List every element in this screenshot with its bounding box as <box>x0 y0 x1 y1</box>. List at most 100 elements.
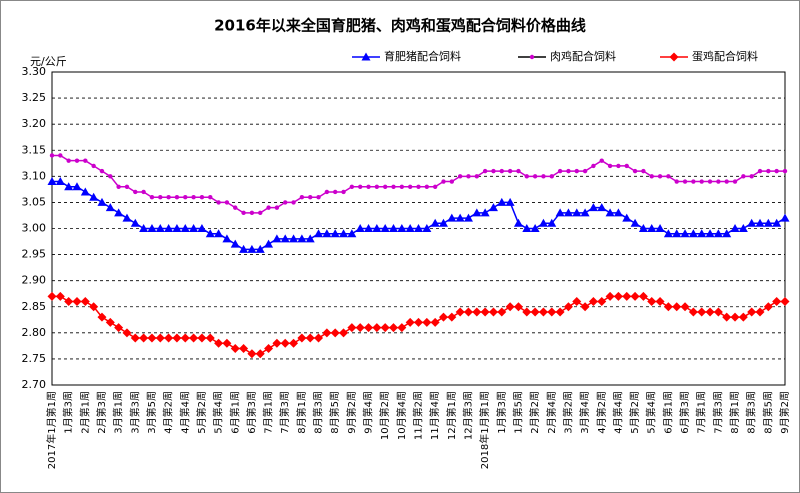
marker <box>66 158 71 163</box>
marker <box>372 323 382 333</box>
marker <box>189 224 199 232</box>
x-tick-label: 12月第3周 <box>461 391 474 440</box>
marker <box>289 338 299 348</box>
marker <box>588 297 598 307</box>
marker <box>64 182 74 191</box>
marker <box>347 229 357 238</box>
x-tick-label: 4月第4周 <box>611 391 624 434</box>
marker <box>447 312 457 322</box>
marker <box>682 179 688 184</box>
marker <box>214 229 224 238</box>
marker <box>441 179 446 184</box>
marker <box>97 197 107 206</box>
marker <box>632 168 638 174</box>
x-tick-label: 10月第4周 <box>395 391 408 440</box>
marker <box>349 184 355 189</box>
marker <box>480 208 490 217</box>
marker <box>416 184 421 189</box>
marker <box>674 179 679 184</box>
marker <box>529 54 535 60</box>
marker <box>314 333 324 343</box>
marker <box>216 200 221 205</box>
marker <box>230 343 240 353</box>
marker <box>122 328 132 338</box>
y-tick-label: 3.15 <box>22 143 47 156</box>
y-tick-label: 2.85 <box>22 300 47 313</box>
marker <box>655 297 665 307</box>
marker <box>472 307 482 317</box>
marker <box>716 179 721 184</box>
plot-border <box>51 71 786 386</box>
x-tick-label: 5月第4周 <box>212 391 225 434</box>
marker <box>697 229 707 238</box>
marker <box>264 239 274 248</box>
marker <box>738 312 748 322</box>
marker <box>289 234 299 243</box>
marker <box>438 218 448 227</box>
marker <box>505 197 515 206</box>
marker <box>572 208 582 217</box>
marker <box>183 195 188 200</box>
marker <box>763 218 773 227</box>
marker <box>357 184 363 189</box>
x-tick-label: 1月第3周 <box>495 391 508 434</box>
marker <box>116 184 121 189</box>
marker <box>780 297 790 307</box>
marker <box>272 338 282 348</box>
x-tick-label: 12月第1周 <box>445 391 458 440</box>
marker <box>557 168 563 174</box>
marker <box>330 328 340 338</box>
marker <box>255 349 265 359</box>
x-tick-label: 3月第4周 <box>578 391 591 434</box>
marker <box>449 179 455 184</box>
marker <box>414 224 423 232</box>
marker <box>497 307 507 317</box>
marker <box>405 224 415 232</box>
x-tick-label: 7月第3周 <box>711 391 724 434</box>
marker <box>622 213 632 222</box>
x-tick-label: 5月第2周 <box>628 391 641 434</box>
marker <box>482 168 488 174</box>
x-tick-label: 8月第5周 <box>761 391 774 434</box>
marker <box>474 174 480 179</box>
marker <box>530 307 540 317</box>
x-tick-label: 7月第1周 <box>695 391 708 434</box>
marker <box>199 195 205 200</box>
x-tick-label: 9月第4周 <box>362 391 375 434</box>
marker <box>613 291 623 301</box>
marker <box>180 333 190 343</box>
y-tick-label: 3.20 <box>22 117 47 130</box>
marker <box>597 203 607 212</box>
marker <box>755 307 765 317</box>
marker <box>155 333 165 343</box>
marker <box>74 158 80 163</box>
marker <box>705 307 715 317</box>
marker <box>108 174 113 179</box>
marker <box>149 195 155 200</box>
marker <box>389 224 399 232</box>
marker <box>55 177 65 186</box>
marker <box>549 174 554 179</box>
x-tick-label: 4月第4周 <box>178 391 191 434</box>
marker <box>339 229 349 238</box>
marker <box>105 317 115 327</box>
marker <box>89 302 99 312</box>
marker <box>99 168 105 174</box>
x-tick-label: 8月第3周 <box>312 391 325 434</box>
x-tick-label: 6月第1周 <box>661 391 674 434</box>
marker <box>264 343 274 353</box>
marker <box>191 195 196 200</box>
marker <box>624 163 629 169</box>
marker <box>114 208 124 217</box>
y-axis-label: 元/公斤 <box>30 55 67 68</box>
marker <box>197 224 207 232</box>
x-tick-label: 1月第3周 <box>62 391 75 434</box>
marker <box>361 52 371 61</box>
marker <box>782 168 788 174</box>
marker <box>339 328 349 338</box>
marker <box>72 182 82 191</box>
marker <box>488 307 498 317</box>
marker <box>230 239 240 248</box>
marker <box>239 343 249 353</box>
